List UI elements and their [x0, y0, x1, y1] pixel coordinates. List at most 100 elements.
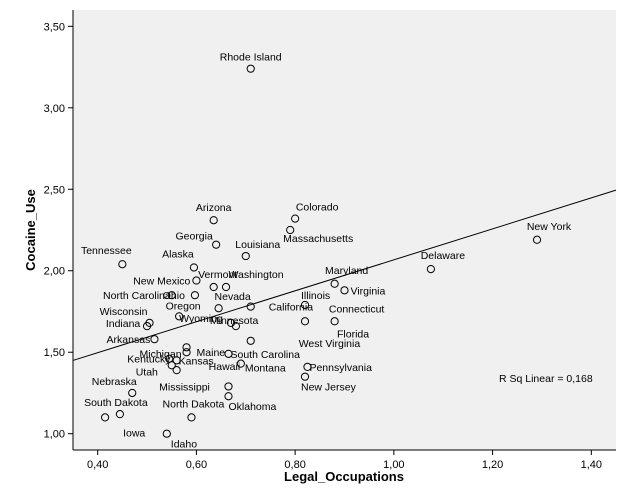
point-label: Delaware	[421, 250, 466, 262]
data-point	[303, 362, 312, 371]
data-point	[182, 343, 191, 352]
data-point	[246, 336, 255, 345]
point-label: Nevada	[215, 291, 251, 303]
point-label: Iowa	[123, 427, 145, 439]
data-point	[330, 317, 339, 326]
point-label: New Jersey	[301, 382, 357, 394]
data-point	[115, 410, 124, 419]
point-label: Washington	[228, 269, 283, 281]
point-label: Mississippi	[159, 381, 210, 393]
point-label: Minnesota	[210, 315, 259, 327]
data-point	[212, 240, 221, 249]
data-point	[231, 322, 240, 331]
x-tick-label: 1,20	[482, 459, 503, 471]
point-label: Kentucky	[127, 354, 171, 366]
point-label: North Carolina	[103, 290, 171, 302]
data-point	[330, 279, 339, 288]
data-point	[209, 216, 218, 225]
point-label: Oklahoma	[228, 401, 276, 413]
y-tick-label: 3,00	[44, 103, 65, 115]
x-tick-label: 1,00	[383, 459, 404, 471]
data-point	[246, 302, 255, 311]
data-point	[224, 382, 233, 391]
point-label: West Virginia	[299, 338, 361, 350]
point-label: Maryland	[325, 265, 368, 277]
point-label: New Mexico	[133, 276, 190, 288]
data-point	[300, 317, 310, 326]
data-point	[172, 366, 181, 375]
point-label: South Carolina	[230, 349, 300, 361]
fit-line-group	[72, 189, 617, 361]
point-label: Nebraska	[92, 376, 137, 388]
data-point	[162, 429, 171, 438]
y-tick-label: 1,50	[44, 347, 65, 359]
point-label: Arizona	[196, 202, 232, 214]
point-label: Indiana	[106, 318, 141, 330]
x-tick-label: 1,40	[581, 459, 602, 471]
data-point	[224, 392, 233, 401]
r-squared-annotation: R Sq Linear = 0,168	[499, 373, 593, 385]
point-label: Maine	[197, 347, 226, 359]
point-label: South Dakota	[84, 397, 148, 409]
data-point	[214, 304, 223, 313]
point-labels-group: Rhode Island Arizona Colorado Georgia Massac…	[81, 52, 572, 451]
data-point	[340, 286, 349, 295]
data-point	[286, 225, 295, 235]
plot-area	[73, 10, 616, 450]
point-label: Oregon	[166, 300, 201, 312]
point-label: Tennessee	[81, 245, 132, 257]
data-point	[224, 349, 233, 358]
data-point	[246, 64, 255, 73]
point-label: Utah	[136, 366, 158, 378]
point-label: Wyoming	[179, 313, 223, 325]
point-label: Vermont	[198, 269, 237, 281]
data-point	[291, 214, 300, 223]
point-label: New York	[527, 221, 572, 233]
data-point	[192, 276, 201, 285]
point-label: Hawaii	[209, 361, 241, 373]
data-point	[167, 361, 176, 370]
x-axis-title: Legal_Occupations	[284, 469, 404, 484]
data-point	[100, 413, 110, 422]
point-label: Rhode Island	[220, 52, 282, 64]
y-tick-label: 2,50	[44, 184, 65, 196]
y-tick-label: 1,00	[44, 429, 65, 441]
point-label: Ohio	[163, 290, 185, 302]
data-point	[236, 359, 245, 368]
point-label: Idaho	[171, 439, 197, 451]
data-point	[142, 322, 152, 331]
point-label: Pennsylvania	[309, 362, 372, 374]
data-point	[175, 312, 184, 321]
data-point	[190, 291, 200, 300]
y-tick-label: 3,50	[44, 21, 65, 33]
data-point	[128, 388, 137, 398]
fit-line	[72, 189, 617, 361]
x-tick-label: 0,40	[87, 459, 108, 471]
point-label: Florida	[337, 328, 369, 340]
data-point	[221, 282, 231, 292]
point-label: Illinois	[301, 290, 330, 302]
point-label: Virginia	[351, 285, 386, 297]
x-tick-label: 0,80	[284, 459, 305, 471]
data-point	[300, 300, 310, 310]
data-point	[300, 372, 310, 381]
point-label: Arkansas	[107, 334, 151, 346]
point-label: Alaska	[162, 248, 194, 260]
point-label: Massachusetts	[283, 233, 353, 245]
point-label: Connecticut	[329, 303, 385, 315]
data-point	[182, 348, 191, 357]
data-point	[189, 263, 199, 272]
y-axis-title: Cocaine_Use	[23, 189, 38, 271]
data-point	[532, 235, 542, 244]
data-point	[150, 335, 159, 344]
data-point	[241, 251, 250, 261]
point-label: Michigan	[140, 348, 182, 360]
data-point	[209, 282, 218, 292]
data-point	[172, 356, 181, 365]
data-point	[187, 413, 196, 422]
axes: 0,40 0,60 0,80 1,00 1,20 1,40 1,00 1,50 2,00 2,50…	[44, 10, 616, 471]
y-tick-label: 2,00	[44, 266, 65, 278]
x-tick-label: 0,60	[186, 459, 207, 471]
points-group	[100, 64, 542, 438]
